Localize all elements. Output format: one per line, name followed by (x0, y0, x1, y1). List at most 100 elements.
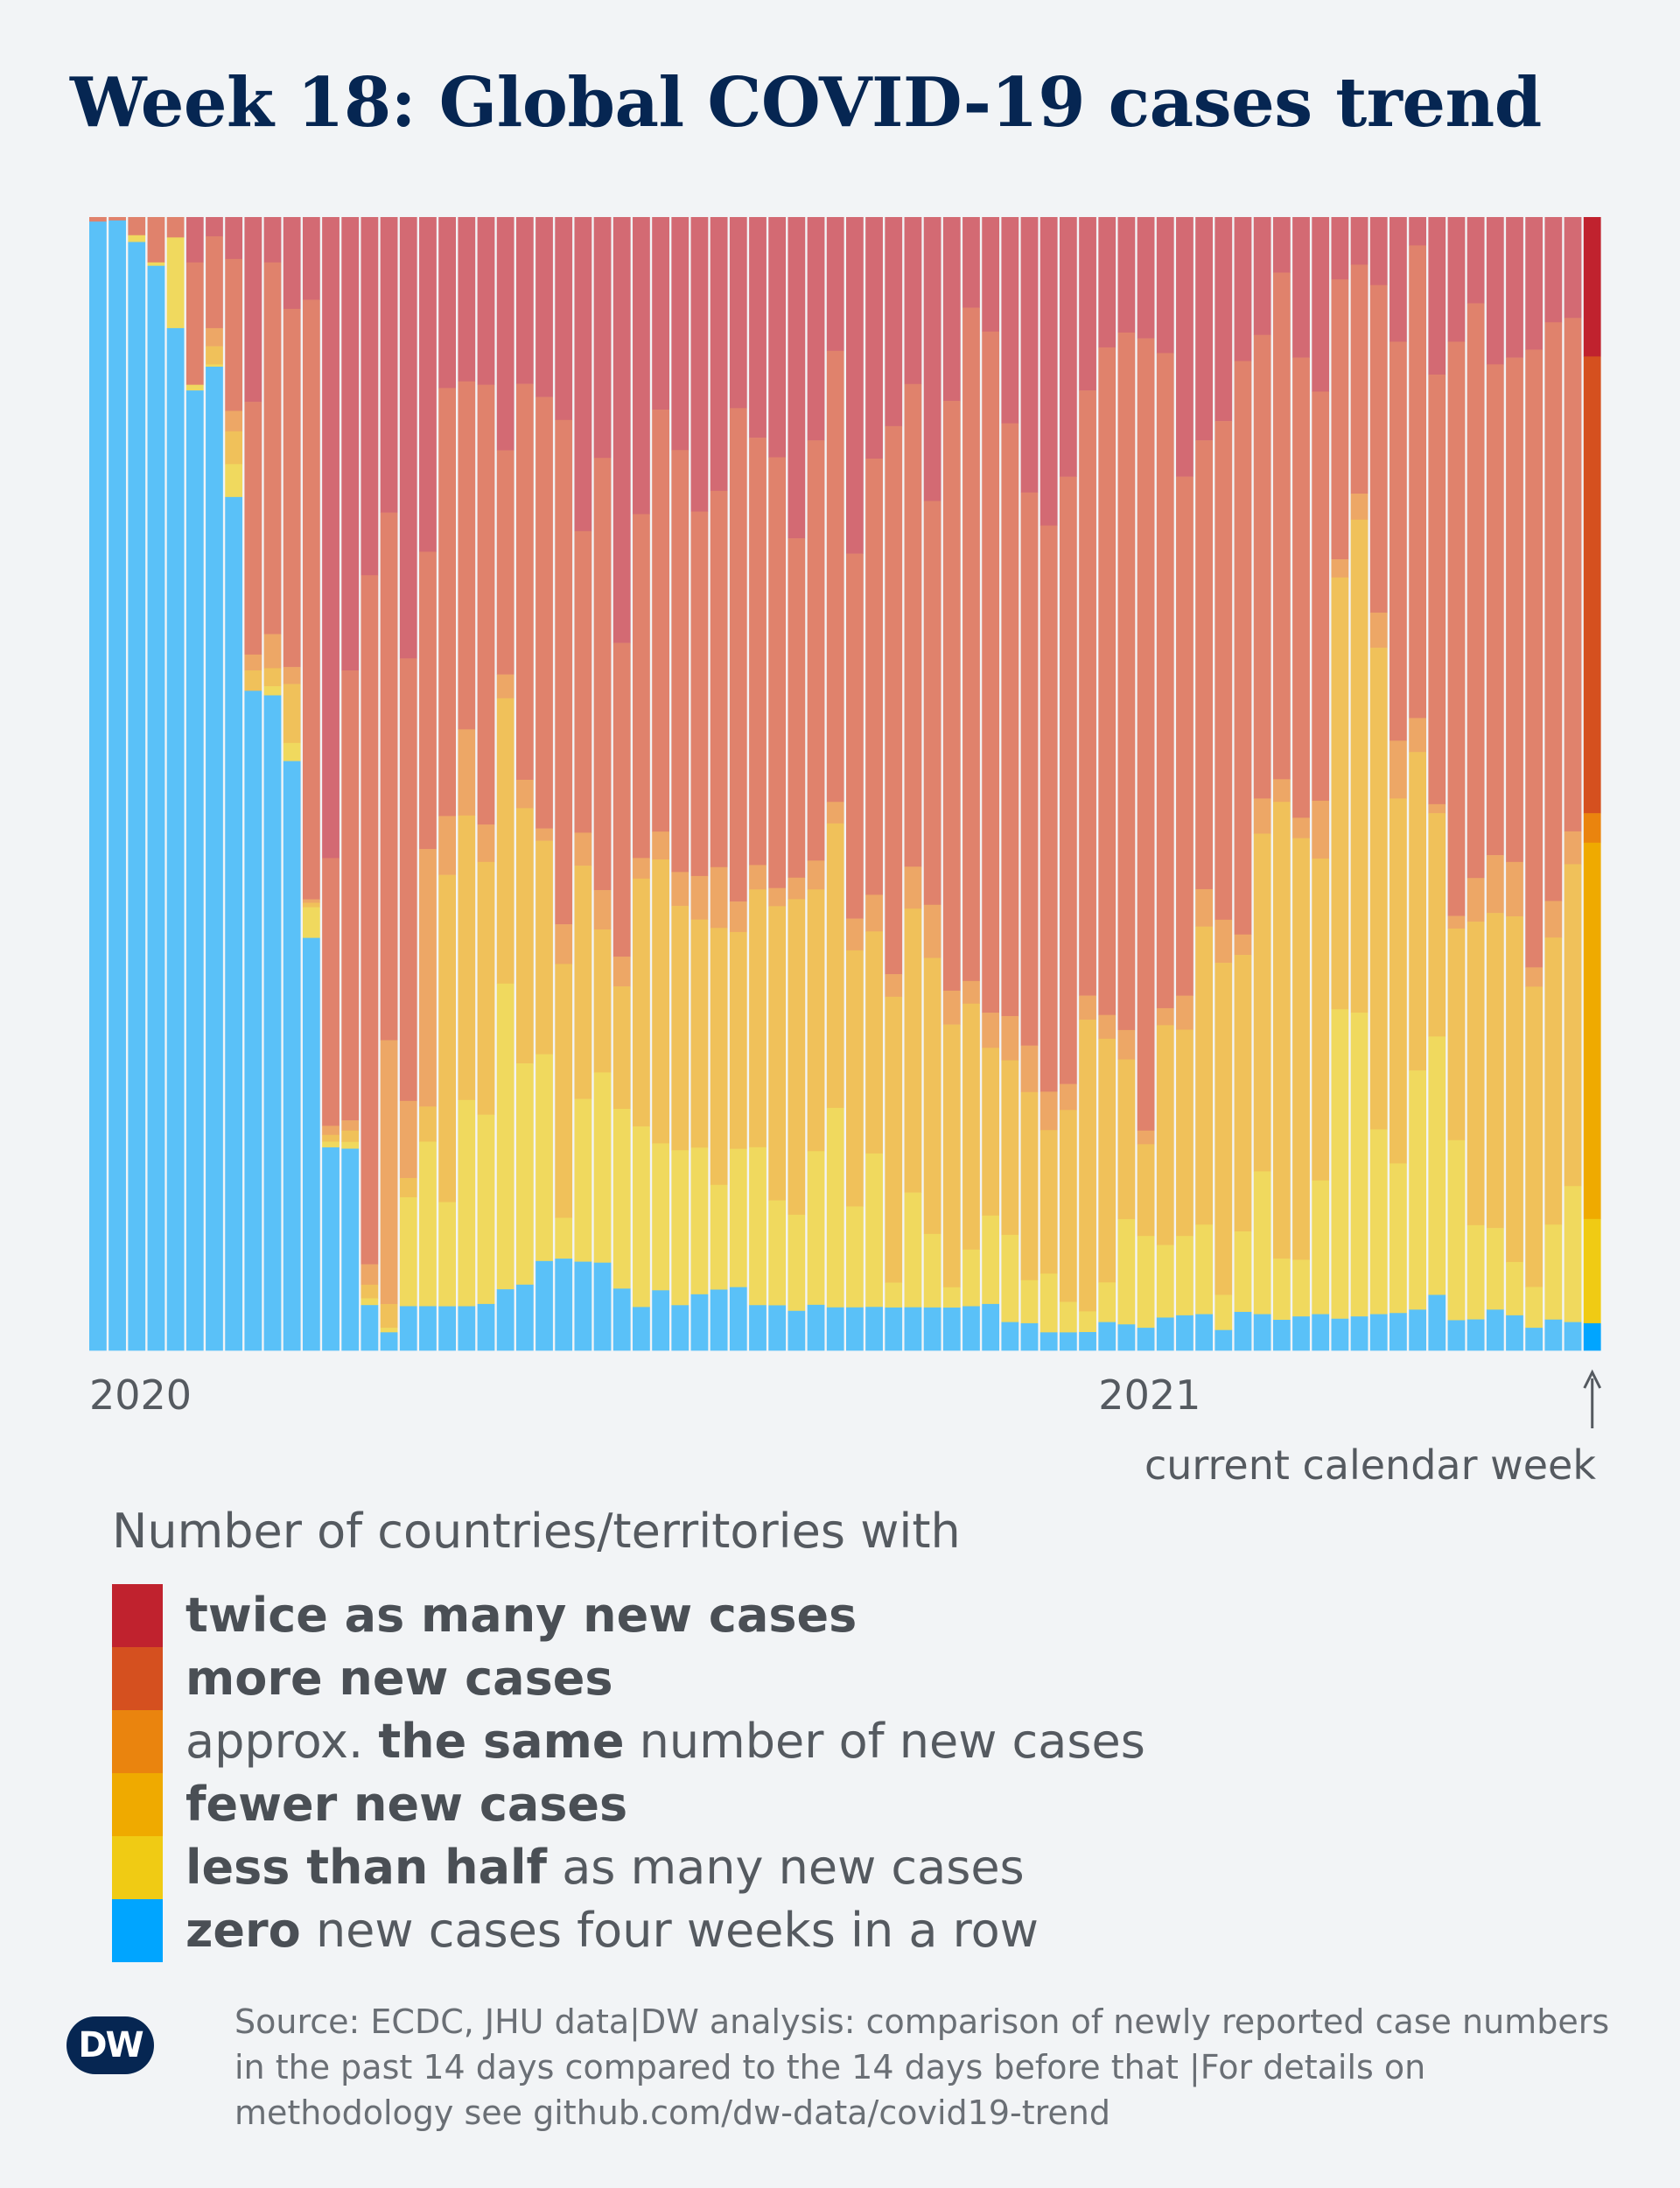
bar-segment (1544, 217, 1563, 323)
bar-segment (749, 865, 766, 890)
bar-segment (1040, 1091, 1058, 1131)
bar-segment (399, 658, 417, 1102)
bar-segment (515, 779, 534, 809)
bar-segment (263, 217, 282, 263)
bar-segment (690, 919, 709, 1148)
legend-swatch (112, 1836, 163, 1899)
bar-segment (788, 877, 806, 900)
bar-segment (1583, 813, 1601, 844)
bar-segment (1350, 217, 1368, 265)
bar-segment (768, 1200, 787, 1306)
bar-segment (380, 512, 398, 1041)
bar-segment (515, 808, 534, 1064)
bar-segment (1331, 279, 1349, 560)
bar-segment (1272, 1320, 1291, 1351)
bar-segment (652, 1290, 669, 1351)
bar-segment (263, 668, 282, 687)
bar-segment (1312, 391, 1330, 802)
bar-segment (399, 217, 417, 659)
bar-segment (1137, 338, 1155, 1132)
stacked-bar-chart: 2020 2021 (89, 217, 1602, 1428)
legend-label: less than half as many new cases (186, 1840, 1025, 1895)
bar-segment (322, 1134, 340, 1142)
bar-segment (477, 384, 495, 825)
bar-segment (1253, 833, 1271, 1172)
bar-segment (166, 217, 185, 238)
bar-segment (438, 217, 457, 389)
bar-segment (865, 894, 883, 932)
bar-segment (962, 217, 980, 308)
bar-segment (768, 217, 787, 458)
bar-segment (1195, 926, 1214, 1225)
bar-segment (419, 849, 437, 1107)
bar-segment (1272, 272, 1291, 780)
bar-segment (1040, 217, 1058, 526)
bar-segment (536, 396, 553, 829)
bar-segment (1292, 1316, 1310, 1351)
bar-segment (283, 742, 301, 761)
bar-segment (1564, 1322, 1582, 1351)
bar-segment (1331, 217, 1349, 280)
bar-segment (283, 761, 301, 1351)
bar-segment (322, 1126, 340, 1135)
bar-segment (1098, 1282, 1116, 1322)
legend-label-bold: more new cases (186, 1651, 613, 1706)
bar-segment (1195, 888, 1214, 927)
bar-segment (1117, 332, 1136, 1031)
bar-segment (942, 1287, 961, 1308)
bar-segment (1214, 963, 1233, 1295)
bar-segment (1486, 913, 1504, 1229)
bar-segment (496, 217, 514, 451)
bar-segment (302, 899, 320, 903)
bar-segment (962, 980, 980, 1005)
bar-segment (865, 1307, 883, 1351)
bar-segment (244, 670, 262, 691)
bar-segment (633, 217, 650, 515)
bar-segment (1583, 1218, 1601, 1324)
bar-segment (846, 553, 864, 919)
bar-segment (419, 551, 437, 850)
bar-segment (419, 217, 437, 552)
bar-segment (574, 530, 592, 833)
bar-segment (768, 1305, 787, 1351)
bar-segment (515, 217, 534, 384)
bar-segment (652, 1143, 669, 1291)
bar-segment (496, 698, 514, 985)
bar-segment (1079, 217, 1096, 391)
bar-segment (690, 511, 709, 877)
bar-segment (1486, 364, 1504, 856)
bar-segment (729, 217, 747, 409)
bar-segment (788, 538, 806, 879)
bar-segment (477, 1303, 495, 1351)
bar-segment (536, 1054, 553, 1262)
bar-segment (1369, 1314, 1388, 1351)
bar-segment (1564, 864, 1582, 1187)
bar-segment (302, 299, 320, 900)
bar-segment (1506, 217, 1523, 358)
bar-segment (1156, 1025, 1174, 1245)
bar-segment (1234, 1231, 1252, 1313)
bar-segment (1506, 1261, 1523, 1316)
bar-segment (885, 996, 903, 1283)
bar-segment (1369, 648, 1388, 1130)
bar-segment (788, 1214, 806, 1312)
bar-segment (419, 1141, 437, 1307)
bar-segment (710, 1184, 728, 1290)
bar-segment (982, 1215, 1000, 1305)
bar-segment (690, 217, 709, 512)
bar-segment (1020, 492, 1039, 1046)
bar-segment (1234, 934, 1252, 956)
bar-segment (1098, 347, 1116, 1015)
bar-segment (1544, 937, 1563, 1225)
bar-segment (1079, 1020, 1096, 1312)
bar-segment (671, 1150, 690, 1306)
bar-segment (1350, 1316, 1368, 1351)
bar-segment (225, 431, 243, 465)
bar-segment (1525, 349, 1544, 968)
bar-segment (322, 217, 340, 859)
bar-segment (1272, 779, 1291, 803)
bar-segment (1176, 476, 1194, 996)
current-week-label: current calendar week (1144, 1441, 1596, 1489)
bar-segment (1564, 318, 1582, 832)
bar-segment (982, 331, 1000, 1013)
